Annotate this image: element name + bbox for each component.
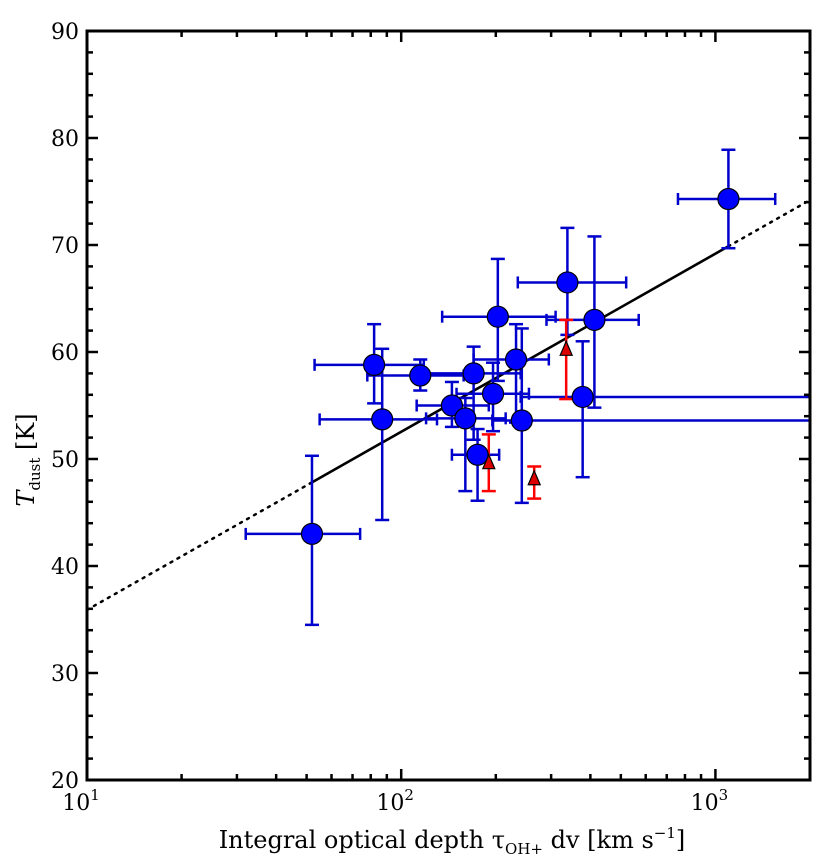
- limit-marker: [481, 453, 496, 470]
- y-axis-title: Tdust [K]: [12, 413, 44, 506]
- x-axis-title: Integral optical depth τOH+ dv [km s−1]: [219, 824, 686, 858]
- fit-extrapolation-left: [85, 481, 314, 612]
- y-tick-label: 80: [51, 127, 79, 152]
- y-tick-label: 60: [51, 341, 79, 366]
- data-point: [571, 385, 594, 409]
- y-tick-label: 30: [51, 662, 79, 687]
- data-point: [466, 443, 489, 466]
- axis-ticks: [85, 29, 812, 782]
- data-point: [583, 308, 606, 331]
- error-bar: [491, 327, 810, 505]
- data-point: [462, 362, 485, 385]
- data-point: [454, 407, 477, 430]
- data-point: [371, 408, 394, 431]
- axes-frame: [85, 29, 812, 782]
- data-markers: [300, 187, 740, 546]
- y-tick-label: 70: [51, 234, 79, 259]
- limit-marker: [559, 339, 574, 356]
- data-point: [556, 271, 579, 294]
- y-tick-label: 90: [51, 20, 79, 45]
- fit-extrapolation-right: [727, 198, 812, 248]
- limit-error-bar: [559, 318, 574, 401]
- limit-marker: [527, 469, 542, 486]
- data-point: [486, 305, 509, 328]
- data-point: [481, 382, 505, 405]
- data-point: [300, 522, 324, 546]
- data-point: [409, 364, 432, 387]
- tick-labels: 20 30 40 50 60 70 80 90 101 102 103: [51, 20, 728, 816]
- data-point: [504, 348, 528, 371]
- data-point: [363, 353, 386, 376]
- x-tick-label: 101: [62, 786, 100, 816]
- plot-frame: [85, 29, 812, 782]
- x-tick-label: 102: [376, 786, 414, 816]
- error-bars: [244, 148, 810, 627]
- y-tick-label: 40: [51, 555, 79, 580]
- data-point: [510, 409, 533, 432]
- x-tick-label: 103: [691, 786, 729, 816]
- y-tick-label: 20: [51, 769, 79, 794]
- data-point: [440, 394, 464, 417]
- y-tick-label: 50: [51, 448, 79, 473]
- data-point: [717, 187, 740, 211]
- error-bar: [519, 340, 810, 479]
